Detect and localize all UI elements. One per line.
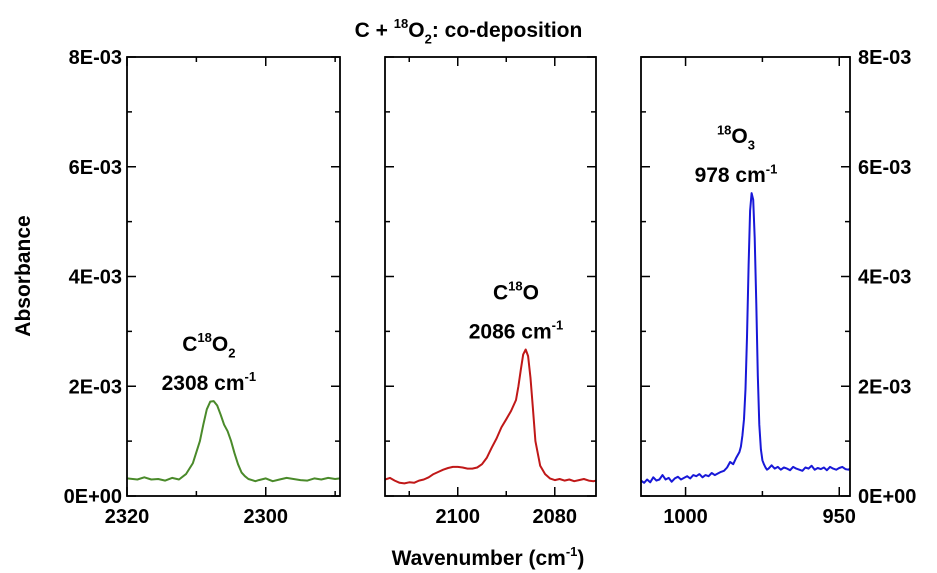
x-axis-label-base: Wavenumber (cm <box>392 547 566 570</box>
panel-2-wavenumber-label-sup: -1 <box>552 318 564 333</box>
panel-3-wavenumber-label: 978 cm-1 <box>695 161 778 187</box>
y-tick-label-left: 2E-03 <box>69 376 122 398</box>
chart-title-tail: : co-deposition <box>432 19 583 42</box>
panel-1-frame <box>126 56 341 497</box>
y-tick-label-right: 8E-03 <box>858 47 911 69</box>
panel-1-wavenumber-label-base: 2308 cm <box>162 372 245 395</box>
panel-3-species-label-mid: O <box>731 125 747 148</box>
panel-1-xtick-label: 2300 <box>244 506 289 528</box>
x-axis-label-sup: -1 <box>566 544 578 559</box>
panel-1-species-label-base: C <box>182 333 197 356</box>
panel-2-wavenumber-label-base: 2086 cm <box>469 320 552 343</box>
panel-1-species-label-sub: 2 <box>228 345 235 360</box>
panel-3-xtick-label: 1000 <box>663 506 708 528</box>
chart-title-base: C + <box>355 19 394 42</box>
chart-title: C + 18O2: co-deposition <box>355 16 583 46</box>
panel-3-xtick-label: 950 <box>823 506 856 528</box>
panel-2-species-label-sup: 18 <box>508 279 522 294</box>
panel-3-species-label: 18O3 <box>717 122 755 152</box>
y-tick-label-left: 8E-03 <box>69 47 122 69</box>
panel-2-species-label-mid: O <box>523 281 539 304</box>
panel-1-species-label-sup: 18 <box>197 330 211 345</box>
panel-1-species-label: C18O2 <box>182 330 235 360</box>
panel-3-wavenumber-label-sup: -1 <box>766 161 778 176</box>
panel-2-wavenumber-label: 2086 cm-1 <box>469 318 563 344</box>
panel-1-species-label-mid: O <box>212 333 228 356</box>
y-tick-label-left: 0E+00 <box>64 486 122 508</box>
y-tick-label-right: 0E+00 <box>858 486 916 508</box>
panel-2-species-label: C18O <box>493 279 539 305</box>
y-tick-label-right: 2E-03 <box>858 376 911 398</box>
panel-2-spectrum-line <box>384 348 597 485</box>
panel-3-species-label-sup: 18 <box>717 122 731 137</box>
panel-1-spectrum-line <box>126 400 341 483</box>
panel-1-xtick-label: 2320 <box>105 506 150 528</box>
panel-2-xtick-label: 2080 <box>533 506 578 528</box>
y-axis-label: Absorbance <box>12 215 35 336</box>
panel-3-wavenumber-label-base: 978 cm <box>695 164 766 187</box>
panel-1-wavenumber-label-sup: -1 <box>245 369 257 384</box>
chart-title-mid: O <box>408 19 424 42</box>
panel-1-wavenumber-label: 2308 cm-1 <box>162 369 256 395</box>
panel-2-xtick-label: 2100 <box>436 506 481 528</box>
chart-title-sup: 18 <box>394 16 408 31</box>
panel-2-species-label-base: C <box>493 281 508 304</box>
panel-2-frame <box>384 56 597 497</box>
y-tick-label-right: 4E-03 <box>858 267 911 289</box>
panel-3-frame <box>640 56 851 497</box>
panel-3-species-label-sub: 3 <box>748 137 755 152</box>
chart-title-sub: 2 <box>425 31 432 46</box>
y-tick-label-left: 6E-03 <box>69 157 122 179</box>
x-axis-label: Wavenumber (cm-1) <box>392 544 585 570</box>
x-axis-label-tail: ) <box>577 547 584 570</box>
panel-3-spectrum-line <box>640 192 851 484</box>
y-tick-label-right: 6E-03 <box>858 157 911 179</box>
y-tick-label-left: 4E-03 <box>69 267 122 289</box>
